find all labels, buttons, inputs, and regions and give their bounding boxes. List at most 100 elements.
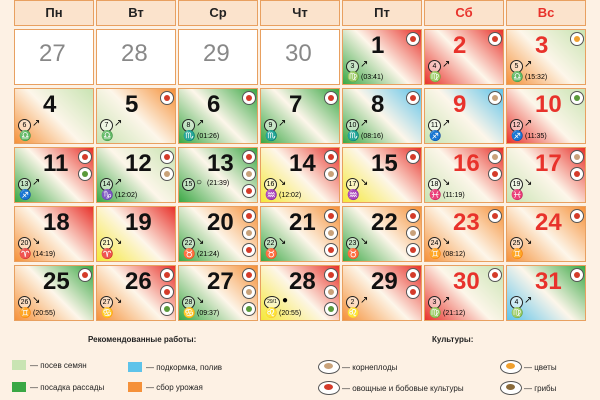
crop-icon (488, 32, 502, 46)
lunar-day: 20 (18, 237, 31, 250)
day-number: 11 (43, 150, 69, 177)
crop-icon (406, 243, 420, 257)
zodiac-sign: ♍ (347, 72, 360, 83)
lunar-day: 23 (346, 237, 359, 250)
moon-phase: ↘ (360, 177, 369, 188)
crop-icon (488, 268, 502, 282)
crop-icon (324, 167, 338, 181)
day-number: 3 (535, 32, 549, 59)
day-cell: 28 29/1 ● ♌ (20:55) (260, 265, 340, 321)
day-cell: 25 26 ↘ ♊ (20:55) (14, 265, 94, 321)
crop-icon (160, 167, 174, 181)
lunar-day: 10 (346, 119, 359, 132)
crop-icon (488, 209, 502, 223)
day-number: 27 (39, 40, 66, 67)
crop-icon (488, 167, 502, 181)
moon-phase: ↘ (278, 177, 287, 188)
legend-item: — овощные и бобовые культуры (342, 384, 464, 393)
zodiac-sign: ♒ (347, 190, 360, 201)
zodiac-sign: ♎ (101, 131, 114, 142)
day-cell: 22 23 ↘ ♉ (342, 206, 422, 262)
legend-item: — грибы (524, 384, 557, 393)
crop-icon (324, 243, 338, 257)
lunar-day: 14 (100, 178, 113, 191)
crop-icon (242, 209, 256, 223)
crops-title: Культуры: (432, 335, 474, 344)
day-number: 14 (289, 150, 316, 177)
moon-phase: ↘ (360, 236, 369, 247)
lunar-day: 25 (510, 237, 523, 250)
crop-icon (570, 209, 584, 223)
lunar-day: 24 (428, 237, 441, 250)
day-number: 31 (535, 268, 562, 295)
day-number: 6 (207, 91, 221, 118)
time: (09:37) (197, 310, 220, 317)
swatch (128, 362, 142, 372)
lunar-day: 22 (182, 237, 195, 250)
lunar-day: 7 (100, 119, 113, 132)
moon-phase: ↗ (360, 59, 369, 70)
lunar-day: 21 (100, 237, 113, 250)
day-cell: 19 21 ↘ ♈ (96, 206, 176, 262)
zodiac-sign: ♏ (347, 131, 360, 142)
day-cell: 11 13 ↗ ♐ (14, 147, 94, 203)
moon-phase: ↘ (196, 236, 205, 247)
zodiac-sign: ♈ (19, 249, 32, 260)
crop-icon (160, 302, 174, 316)
crop-icon (570, 150, 584, 164)
day-number: 13 (207, 150, 234, 177)
day-number: 7 (289, 91, 303, 118)
crop-icon (570, 268, 584, 282)
moon-phase: ↘ (196, 295, 205, 306)
day-number: 29 (371, 268, 398, 295)
time: (12:02) (115, 192, 138, 199)
lunar-day: 27 (100, 296, 113, 309)
day-number: 10 (535, 91, 562, 118)
zodiac-sign: ♎ (511, 72, 524, 83)
day-number: 28 (121, 40, 148, 67)
day-cell: 27 28 ↘ ♋ (09:37) (178, 265, 258, 321)
crop-icon (570, 32, 584, 46)
day-cell: 3 5 ↗ ♎ (15:32) (506, 29, 586, 85)
day-number: 21 (289, 209, 316, 236)
day-cell: 18 20 ↘ ♈ (14:19) (14, 206, 94, 262)
moon-phase: ↘ (114, 295, 123, 306)
moon-phase: ↘ (32, 295, 41, 306)
day-cell: 8 10 ↗ ♏ (08:16) (342, 88, 422, 144)
time: (21:12) (443, 310, 466, 317)
lunar-day: 19 (510, 178, 523, 191)
time: (20:55) (33, 310, 56, 317)
weekday: Пн (14, 0, 94, 26)
lunar-day: 3 (428, 296, 441, 309)
lunar-day: 17 (346, 178, 359, 191)
day-cell: 17 19 ↘ ♓ (506, 147, 586, 203)
crop-icon (406, 285, 420, 299)
crop-icon (160, 285, 174, 299)
day-number: 18 (43, 209, 70, 236)
zodiac-sign: ♋ (183, 308, 196, 319)
legend-item: — сбор урожая (146, 383, 203, 392)
legend-item: — посадка рассады (30, 383, 105, 392)
day-cell: 16 18 ↘ ♓ (11:19) (424, 147, 504, 203)
crop-icon (406, 268, 420, 282)
zodiac-sign: ♏ (183, 131, 196, 142)
crop-icon (242, 150, 256, 164)
zodiac-sign: ♑ (101, 190, 114, 201)
crop-icon (324, 91, 338, 105)
crop-icon (570, 167, 584, 181)
day-cell: 7 9 ↗ ♏ (260, 88, 340, 144)
time: (15:32) (525, 74, 548, 81)
day-cell: 2 4 ↗ ♍ (424, 29, 504, 85)
lunar-day: 22 (264, 237, 277, 250)
zodiac-sign: ♈ (101, 249, 114, 260)
day-cell: 1 3 ↗ ♍ (03:41) (342, 29, 422, 85)
crop-icon (488, 150, 502, 164)
day-cell: 6 8 ↗ ♏ (01:26) (178, 88, 258, 144)
day-cell: 28 (96, 29, 176, 85)
moon-phase: ↗ (196, 118, 205, 129)
day-number: 17 (535, 150, 562, 177)
time: (21:24) (197, 251, 220, 258)
crop-icon (242, 184, 256, 198)
day-cell: 13 15 ○ (21:39) (178, 147, 258, 203)
